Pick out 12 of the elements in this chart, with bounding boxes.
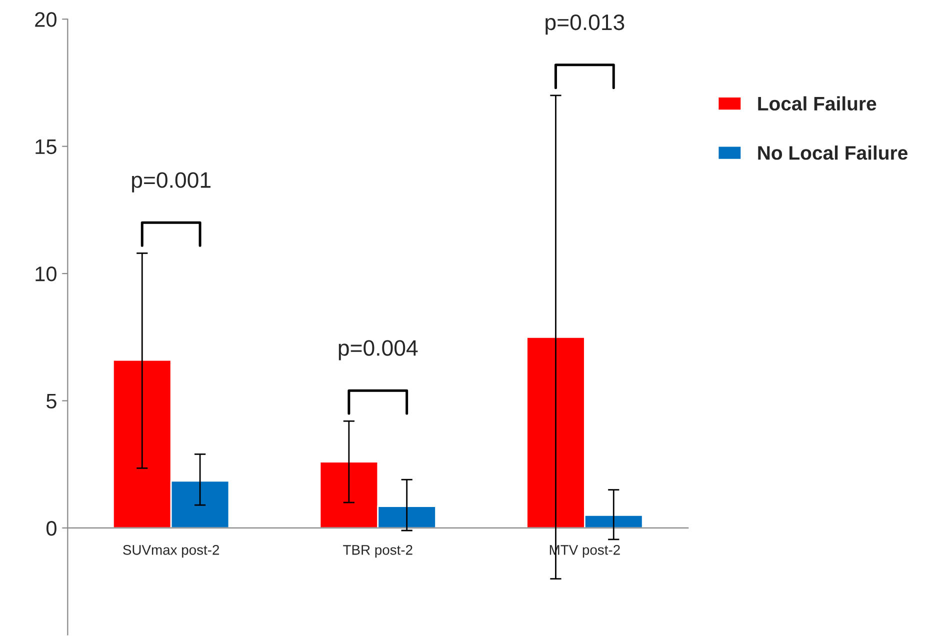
annotation: p=0.001 bbox=[132, 172, 210, 192]
y-tick-label: 5 bbox=[46, 394, 56, 409]
x-tick-label: TBR post-2 bbox=[343, 544, 412, 558]
legend-label: Local Failure bbox=[758, 96, 876, 111]
y-tick-label: 15 bbox=[36, 140, 56, 154]
legend-label: No Local Failure bbox=[758, 146, 908, 160]
x-tick-label: SUVmax post-2 bbox=[123, 544, 220, 558]
y-tick-label: 20 bbox=[35, 12, 56, 27]
y-tick-label: 10 bbox=[36, 266, 56, 282]
annotation: p=0.004 bbox=[338, 340, 418, 360]
annotation: p=0.013 bbox=[546, 14, 624, 35]
y-tick-label: 0 bbox=[46, 520, 56, 536]
